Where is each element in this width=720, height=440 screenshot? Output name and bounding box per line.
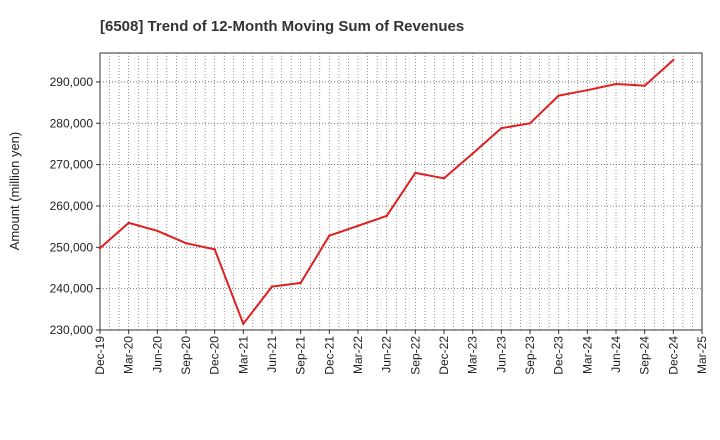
data-point (557, 94, 560, 97)
x-tick-label: Jun-20 (150, 336, 164, 373)
y-axis-label: Amount (million yen) (7, 132, 22, 251)
y-tick-label: 240,000 (50, 282, 94, 296)
data-point (500, 127, 503, 130)
x-axis: Dec-19 Mar-20 Jun-20 Sep-20 Dec-20 Mar-21 Jun-… (93, 330, 709, 375)
data-point (98, 246, 102, 250)
plot-area (99, 52, 703, 331)
x-tick-label: Jun-24 (609, 336, 623, 373)
y-tick-label: 280,000 (50, 116, 94, 130)
x-tick-label: Dec-20 (208, 336, 222, 375)
data-point (614, 82, 618, 86)
x-tick-label: Dec-19 (93, 336, 107, 375)
data-point (414, 171, 417, 175)
x-tick-label: Sep-23 (523, 336, 537, 375)
x-tick-label: Mar-24 (580, 336, 594, 374)
x-tick-label: Mar-22 (351, 336, 365, 374)
x-tick-label: Jun-22 (380, 336, 394, 373)
data-point (356, 224, 360, 228)
y-tick-label: 260,000 (50, 199, 94, 213)
x-tick-label: Sep-22 (408, 336, 422, 375)
data-point (299, 281, 302, 285)
data-point (213, 248, 216, 251)
series-group (98, 58, 675, 325)
data-point (242, 322, 245, 325)
x-tick-label: Jun-21 (265, 336, 279, 373)
data-point (586, 89, 589, 92)
data-point (270, 285, 274, 288)
data-point (127, 221, 130, 225)
y-tick-label: 270,000 (50, 158, 94, 172)
x-tick-label: Mar-23 (466, 336, 480, 374)
data-point (471, 152, 474, 155)
x-tick-label: Sep-20 (179, 336, 193, 375)
x-tick-label: Dec-22 (437, 336, 451, 375)
x-tick-label: Sep-24 (638, 336, 652, 375)
data-point (156, 229, 159, 232)
data-point (385, 214, 388, 218)
data-point (672, 58, 675, 62)
data-point (184, 241, 188, 245)
grid-lines (100, 53, 702, 330)
x-tick-label: Mar-25 (695, 336, 709, 374)
data-point (442, 177, 446, 180)
data-point (643, 84, 646, 87)
chart-title: [6508] Trend of 12-Month Moving Sum of R… (100, 18, 464, 35)
x-tick-label: Mar-21 (236, 336, 250, 374)
x-tick-label: Jun-23 (494, 336, 508, 373)
y-axis: 230,000 240,000 250,000 260,000 270,000 280,0… (50, 75, 100, 337)
x-tick-label: Sep-21 (294, 336, 308, 375)
y-tick-label: 250,000 (50, 240, 94, 254)
data-point (528, 122, 532, 125)
x-tick-label: Mar-20 (122, 336, 136, 374)
data-point (328, 234, 331, 237)
x-tick-label: Dec-23 (552, 336, 566, 375)
x-tick-label: Dec-21 (322, 336, 336, 375)
y-tick-label: 290,000 (50, 75, 94, 89)
y-tick-label: 230,000 (50, 323, 94, 337)
x-tick-label: Dec-24 (666, 336, 680, 375)
